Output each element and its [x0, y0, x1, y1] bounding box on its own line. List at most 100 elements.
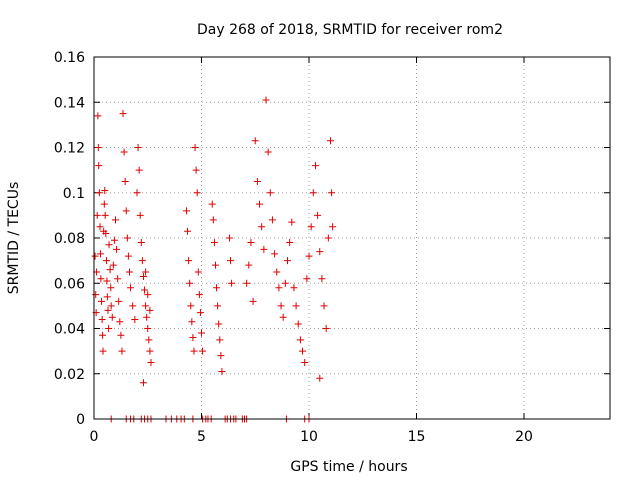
data-point	[123, 234, 131, 242]
data-point	[119, 110, 127, 118]
data-point	[279, 313, 287, 321]
y-tick-label: 0.1	[63, 186, 85, 202]
data-point	[107, 302, 115, 310]
data-point	[292, 302, 300, 310]
plot-frame	[93, 56, 611, 420]
data-point	[187, 302, 195, 310]
x-axis-label: GPS time / hours	[290, 459, 407, 475]
data-point	[249, 297, 257, 305]
data-point	[213, 284, 221, 292]
data-points	[91, 96, 337, 423]
data-point	[105, 241, 113, 249]
data-point	[94, 112, 102, 120]
data-point	[100, 200, 108, 208]
data-point	[299, 347, 307, 355]
data-point	[215, 320, 223, 328]
data-point	[214, 302, 222, 310]
data-point	[281, 279, 289, 287]
data-point	[245, 261, 253, 269]
data-point	[303, 275, 311, 283]
data-point	[136, 211, 144, 219]
data-point	[260, 245, 268, 253]
y-axis-label: SRMTID / TECUs	[6, 182, 22, 295]
data-point	[225, 234, 233, 242]
data-point	[93, 211, 101, 219]
data-point	[94, 144, 102, 151]
x-tick-label: 5	[197, 429, 206, 445]
axis-ticks	[93, 56, 610, 420]
data-point	[134, 144, 142, 151]
data-point	[182, 207, 190, 215]
x-tick-label: 10	[300, 429, 318, 445]
data-point	[101, 186, 109, 194]
data-point	[305, 252, 313, 260]
y-tick-label: 0.16	[54, 50, 85, 66]
data-point	[96, 250, 104, 258]
data-point	[247, 239, 255, 247]
data-point	[139, 379, 147, 387]
data-point	[256, 200, 264, 208]
data-point	[311, 162, 319, 170]
data-point	[184, 227, 192, 235]
y-tick-label: 0	[76, 412, 85, 428]
data-point	[139, 272, 147, 280]
x-tick-labels: 0 5 10 15 20	[90, 429, 533, 445]
data-point	[328, 189, 336, 197]
data-point	[137, 239, 145, 247]
data-point	[113, 245, 121, 253]
data-point	[307, 223, 315, 231]
data-point	[122, 207, 130, 215]
x-tick-label: 0	[90, 429, 99, 445]
data-point	[142, 268, 150, 276]
data-point	[329, 223, 337, 231]
data-point	[108, 313, 116, 321]
data-point	[277, 302, 285, 310]
data-point	[115, 297, 123, 305]
data-point	[91, 252, 99, 260]
data-point	[92, 291, 100, 299]
y-tick-label: 0.08	[54, 231, 85, 247]
data-point	[286, 239, 294, 247]
y-tick-label: 0.14	[54, 95, 85, 111]
data-point	[98, 297, 106, 305]
x-tick-label: 15	[408, 429, 426, 445]
data-point	[146, 347, 154, 355]
data-point	[125, 268, 133, 276]
data-point	[110, 236, 118, 244]
data-point	[144, 325, 152, 332]
data-point	[327, 137, 334, 145]
data-point	[188, 318, 196, 326]
data-point	[318, 275, 326, 283]
data-point	[216, 336, 224, 344]
data-point	[105, 325, 113, 332]
data-point	[288, 218, 296, 226]
data-point	[118, 347, 126, 355]
data-point	[101, 211, 109, 219]
data-point	[264, 148, 272, 156]
y-tick-label: 0.04	[54, 322, 85, 338]
data-point	[145, 336, 153, 344]
data-point	[147, 358, 155, 366]
data-point	[258, 223, 266, 231]
data-point	[124, 252, 132, 260]
data-point	[98, 315, 106, 323]
data-point	[190, 347, 198, 355]
data-point	[322, 325, 330, 332]
data-point	[268, 216, 276, 224]
data-point	[102, 229, 110, 237]
data-point	[103, 277, 111, 285]
data-point	[211, 261, 219, 269]
data-point	[146, 306, 154, 314]
data-point	[96, 223, 104, 231]
y-tick-label: 0.12	[54, 141, 85, 157]
data-point	[243, 279, 251, 287]
data-point	[135, 166, 143, 174]
data-point	[309, 189, 317, 197]
data-point	[117, 331, 125, 339]
y-tick-label: 0.06	[54, 276, 85, 292]
data-point	[324, 234, 332, 242]
data-point	[141, 286, 149, 294]
data-point	[192, 166, 200, 174]
data-point	[273, 268, 281, 276]
data-point	[116, 318, 124, 326]
